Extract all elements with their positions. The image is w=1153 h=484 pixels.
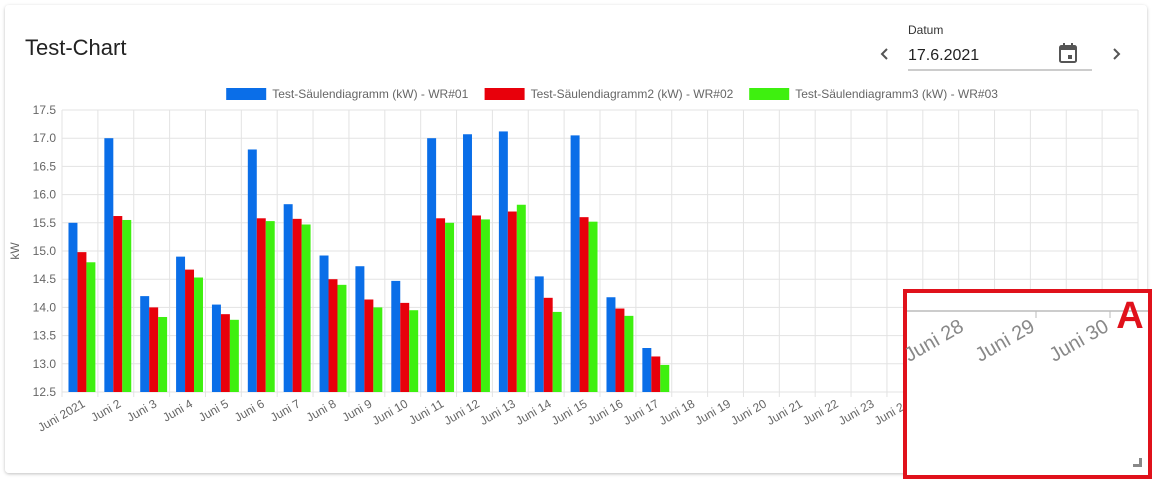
prev-day-button[interactable] — [880, 48, 888, 60]
y-tick-label: 13.0 — [33, 357, 57, 371]
bar — [606, 297, 616, 392]
zoom-inset: Juni 28 Juni 29 Juni 30 A — [901, 289, 1152, 479]
bar — [140, 296, 150, 392]
bar — [328, 279, 338, 392]
y-tick-label: 13.5 — [33, 329, 57, 343]
resize-handle[interactable] — [1133, 458, 1142, 467]
bar — [588, 221, 598, 392]
bar — [229, 319, 239, 392]
bar — [301, 224, 311, 392]
bar — [436, 218, 446, 392]
bar — [68, 222, 78, 392]
bar — [660, 364, 670, 392]
y-tick-label: 17.5 — [33, 103, 57, 117]
calendar-button[interactable] — [1059, 43, 1077, 63]
bar — [113, 216, 123, 392]
bar — [624, 315, 634, 392]
legend-label: Test-Säulendiagramm3 (kW) - WR#03 — [795, 87, 998, 101]
bar — [77, 252, 87, 392]
bar — [86, 262, 96, 392]
bar — [149, 307, 159, 392]
legend-label: Test-Säulendiagramm2 (kW) - WR#02 — [531, 87, 734, 101]
bar — [480, 219, 490, 392]
bar — [642, 348, 652, 392]
bar — [534, 276, 544, 392]
bar — [391, 280, 401, 392]
date-input[interactable]: 17.6.2021 — [908, 47, 979, 64]
bar — [104, 138, 114, 392]
bar — [552, 311, 562, 392]
bar — [373, 307, 383, 392]
bar — [265, 221, 275, 392]
bar — [256, 218, 266, 392]
y-tick-label: 14.5 — [33, 272, 57, 286]
legend-swatch — [749, 88, 790, 100]
bar — [211, 304, 221, 392]
bar — [409, 310, 419, 392]
bar — [615, 308, 625, 392]
bar — [579, 217, 589, 392]
next-day-button[interactable] — [1113, 48, 1121, 60]
bar — [158, 316, 168, 392]
bar — [498, 131, 508, 392]
bar — [471, 215, 481, 392]
bar — [292, 218, 302, 392]
bar — [507, 211, 517, 392]
y-tick-label: 15.0 — [33, 244, 57, 258]
bar — [445, 222, 455, 392]
bar — [220, 314, 230, 392]
bar — [570, 135, 580, 392]
bar — [355, 266, 365, 392]
bar — [427, 138, 437, 392]
y-tick-label: 12.5 — [33, 385, 57, 399]
legend-label: Test-Säulendiagramm (kW) - WR#01 — [272, 87, 468, 101]
bar — [516, 204, 526, 392]
bar — [400, 302, 410, 392]
bar — [337, 284, 347, 392]
bar — [122, 219, 132, 392]
legend-swatch — [484, 88, 525, 100]
y-axis-title: kW — [8, 242, 22, 260]
date-label: Datum — [908, 23, 943, 37]
legend-swatch — [226, 88, 267, 100]
bar — [283, 204, 293, 392]
y-tick-label: 16.5 — [33, 159, 57, 173]
bar — [463, 134, 472, 392]
card-title: Test-Chart — [25, 35, 126, 60]
y-tick-label: 14.0 — [33, 300, 57, 314]
y-tick-label: 15.5 — [33, 216, 57, 230]
bar — [651, 356, 661, 392]
y-tick-label: 16.0 — [33, 188, 57, 202]
bar — [364, 299, 374, 392]
bar — [176, 256, 186, 392]
annotation-label: A — [1116, 295, 1143, 337]
bar — [247, 149, 257, 392]
bar — [543, 297, 553, 392]
bar — [194, 277, 203, 392]
bar — [185, 269, 195, 392]
y-tick-label: 17.0 — [33, 131, 57, 145]
bar — [319, 255, 329, 392]
highlight-box — [903, 289, 1152, 479]
